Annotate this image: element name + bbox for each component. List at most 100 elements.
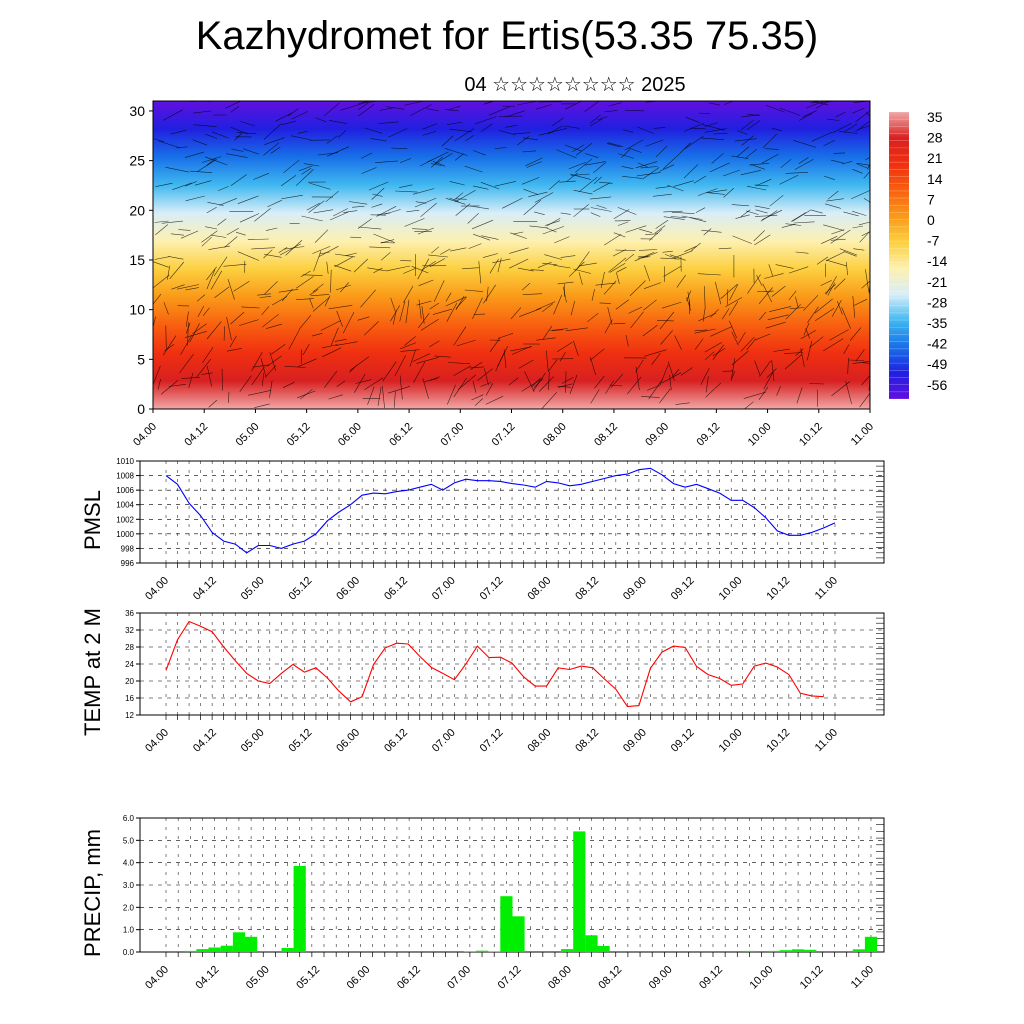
- pmsl-x-tick: 10.12: [764, 575, 792, 603]
- heatmap-x-tick: 06.12: [387, 421, 415, 449]
- precip-x-tick: 05.12: [294, 964, 322, 992]
- colorbar-label: -35: [927, 315, 947, 331]
- temp-y-tick: 20: [125, 677, 134, 686]
- precip-bar: [573, 831, 586, 952]
- pmsl-y-tick: 1002: [116, 515, 134, 524]
- temp-ylabel: TEMP at 2 M: [80, 608, 105, 736]
- wind-streamlines: [152, 100, 871, 410]
- heatmap-y-tick: 20: [129, 202, 145, 218]
- precip-x-tick: 04.12: [194, 964, 222, 992]
- pmsl-x-tick: 10.00: [717, 575, 745, 603]
- precip-y-tick: 5.0: [123, 836, 135, 845]
- colorbar-label: 0: [927, 212, 935, 228]
- heatmap-x-tick: 08.00: [541, 421, 569, 449]
- temp-x-tick: 05.12: [287, 727, 315, 755]
- precip-x-tick: 09.12: [697, 964, 725, 992]
- precip-x-tick: 10.00: [747, 964, 775, 992]
- precip-bar: [597, 946, 610, 952]
- pmsl-x-tick: 06.00: [334, 575, 362, 603]
- precip-y-tick: 2.0: [123, 903, 135, 912]
- precip-bar: [293, 866, 306, 952]
- temp-x-tick: 09.00: [621, 727, 649, 755]
- temp-x-tick: 08.12: [573, 727, 601, 755]
- heatmap-x-tick: 10.12: [797, 421, 825, 449]
- temp-x-tick: 05.00: [239, 727, 267, 755]
- colorbar-label: 14: [927, 171, 943, 187]
- precip-bar: [561, 949, 574, 952]
- precip-x-tick: 06.12: [395, 964, 423, 992]
- colorbar-label: -49: [927, 356, 947, 372]
- colorbar: [889, 112, 909, 399]
- heatmap-x-tick: 05.12: [285, 421, 313, 449]
- temp-x-tick: 04.12: [191, 727, 219, 755]
- heatmap-x-tick: 04.12: [182, 421, 210, 449]
- heatmap-x-tick: 09.00: [643, 421, 671, 449]
- precip-bar: [463, 951, 476, 952]
- pmsl-y-tick: 1004: [116, 501, 134, 510]
- pmsl-series-line: [165, 467, 836, 554]
- heatmap-y-tick: 30: [129, 103, 145, 119]
- precip-y-tick: 6.0: [123, 814, 135, 823]
- temp-x-tick: 10.12: [764, 727, 792, 755]
- precip-ylabel: PRECIP, mm: [80, 829, 105, 957]
- precip-bar: [743, 950, 756, 952]
- temp-series-line: [165, 620, 824, 708]
- precip-bar: [852, 949, 865, 952]
- temp-x-tick: 04.00: [143, 727, 171, 755]
- precip-x-tick: 04.00: [143, 964, 171, 992]
- heatmap-x-tick: 09.12: [695, 421, 723, 449]
- precip-bar: [512, 916, 525, 952]
- precip-bar: [184, 950, 197, 952]
- precip-bar: [804, 949, 817, 952]
- colorbar-label: -14: [927, 253, 947, 269]
- temp-x-tick: 10.00: [717, 727, 745, 755]
- colorbar-label: 21: [927, 150, 943, 166]
- pmsl-x-tick: 04.00: [143, 575, 171, 603]
- precip-x-tick: 11.00: [849, 964, 876, 991]
- precip-bar: [864, 936, 878, 952]
- precip-bar: [245, 936, 258, 952]
- precip-x-tick: 06.00: [345, 964, 373, 992]
- pmsl-x-tick: 04.12: [191, 575, 219, 603]
- precip-bar: [767, 950, 780, 952]
- precip-x-tick: 09.00: [647, 964, 675, 992]
- temp-x-tick: 07.12: [478, 727, 506, 755]
- pmsl-ylabel: PMSL: [80, 490, 105, 550]
- heatmap-x-tick: 04.00: [131, 421, 159, 449]
- temp-y-tick: 16: [125, 694, 134, 703]
- pmsl-y-tick: 998: [121, 544, 135, 553]
- temp-y-tick: 12: [125, 711, 134, 720]
- colorbar-label: -28: [927, 294, 947, 310]
- colorbar-label: -56: [927, 377, 947, 393]
- precip-y-tick: 3.0: [123, 881, 135, 890]
- precip-bar: [220, 945, 233, 952]
- pmsl-x-tick: 05.12: [287, 575, 315, 603]
- pmsl-y-tick: 1008: [116, 472, 134, 481]
- heatmap-y-tick: 25: [129, 153, 145, 169]
- temp-y-tick: 36: [125, 609, 134, 618]
- colorbar-label: -42: [927, 336, 947, 352]
- colorbar-label: -7: [927, 233, 940, 249]
- pmsl-y-tick: 996: [121, 559, 135, 568]
- pmsl-x-tick: 08.12: [573, 575, 601, 603]
- heatmap-x-tick: 07.12: [490, 421, 518, 449]
- pmsl-y-tick: 1006: [116, 486, 134, 495]
- pmsl-x-tick: 11.00: [813, 575, 840, 602]
- heatmap-field: [153, 101, 870, 409]
- heatmap-x-tick: 05.00: [234, 421, 262, 449]
- pmsl-x-tick: 06.12: [382, 575, 410, 603]
- temp-x-tick: 06.12: [382, 727, 410, 755]
- temp-x-tick: 08.00: [525, 727, 553, 755]
- heatmap-y-tick: 5: [137, 351, 145, 367]
- temp-y-tick: 24: [125, 660, 134, 669]
- pmsl-x-tick: 09.00: [621, 575, 649, 603]
- precip-x-tick: 07.00: [445, 964, 473, 992]
- heatmap-x-tick: 08.12: [592, 421, 620, 449]
- temp-x-tick: 07.00: [430, 727, 458, 755]
- precip-bar: [196, 949, 209, 952]
- precip-x-tick: 08.12: [596, 964, 624, 992]
- pmsl-x-tick: 09.12: [669, 575, 697, 603]
- pmsl-y-tick: 1000: [116, 530, 134, 539]
- precip-bar: [585, 935, 598, 953]
